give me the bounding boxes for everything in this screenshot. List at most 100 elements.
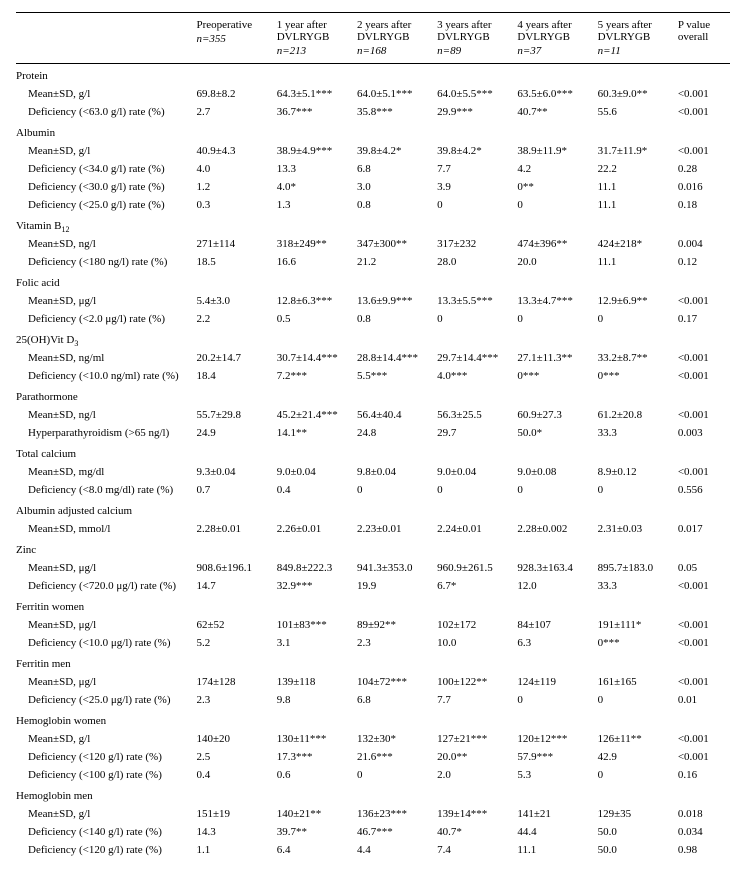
section-title: Folic acid [16, 271, 730, 292]
cell-value: 21.2 [357, 253, 437, 271]
cell-value: 908.6±196.1 [197, 559, 277, 577]
cell-value: 139±118 [277, 673, 357, 691]
cell-value: 0.5 [277, 310, 357, 328]
data-row: Deficiency (<30.0 g/l) rate (%)1.24.0*3.… [16, 178, 730, 196]
cell-pvalue: 0.18 [678, 196, 730, 214]
header-line1: 4 years after [517, 19, 571, 31]
cell-value: 36.7*** [277, 103, 357, 121]
cell-value: 0 [517, 481, 597, 499]
header-line2: DVLRYGB [517, 31, 570, 43]
row-label: Deficiency (<30.0 g/l) rate (%) [16, 178, 197, 196]
data-row: Mean±SD, g/l40.9±4.338.9±4.9***39.8±4.2*… [16, 142, 730, 160]
cell-value: 5.4±3.0 [197, 292, 277, 310]
cell-pvalue: <0.001 [678, 292, 730, 310]
section-row: 25(OH)Vit D3 [16, 328, 730, 349]
cell-value: 4.2 [517, 160, 597, 178]
cell-value: 13.6±9.9*** [357, 292, 437, 310]
header-n: n=89 [437, 45, 513, 57]
cell-value: 89±92** [357, 616, 437, 634]
data-row: Deficiency (<10.0 μg/l) rate (%)5.23.12.… [16, 634, 730, 652]
cell-value: 16.6 [277, 253, 357, 271]
header-line1: 3 years after [437, 19, 491, 31]
cell-value: 22.2 [598, 160, 678, 178]
cell-value: 7.7 [437, 691, 517, 709]
col-header-4yr: 4 years after DVLRYGB n=37 [517, 13, 597, 64]
cell-value: 0*** [598, 634, 678, 652]
row-label: Mean±SD, g/l [16, 142, 197, 160]
cell-value: 20.2±14.7 [197, 349, 277, 367]
cell-value: 174±128 [197, 673, 277, 691]
cell-value: 61.2±20.8 [598, 406, 678, 424]
row-label: Deficiency (<100 g/l) rate (%) [16, 766, 197, 784]
cell-value: 4.0* [277, 178, 357, 196]
cell-value: 11.1 [598, 196, 678, 214]
cell-value: 129±35 [598, 805, 678, 823]
cell-value: 347±300** [357, 235, 437, 253]
cell-value: 136±23*** [357, 805, 437, 823]
table-body: ProteinMean±SD, g/l69.8±8.264.3±5.1***64… [16, 64, 730, 860]
cell-value: 2.24±0.01 [437, 520, 517, 538]
cell-value: 2.26±0.01 [277, 520, 357, 538]
cell-value: 9.3±0.04 [197, 463, 277, 481]
cell-value: 13.3±4.7*** [517, 292, 597, 310]
cell-value: 0 [598, 481, 678, 499]
cell-value: 84±107 [517, 616, 597, 634]
cell-value: 0.8 [357, 310, 437, 328]
data-row: Deficiency (<180 ng/l) rate (%)18.516.62… [16, 253, 730, 271]
header-n: n=168 [357, 45, 433, 57]
cell-value: 20.0** [437, 748, 517, 766]
section-row: Hemoglobin men [16, 784, 730, 805]
cell-value: 895.7±183.0 [598, 559, 678, 577]
cell-value: 6.4 [277, 841, 357, 859]
cell-pvalue: <0.001 [678, 349, 730, 367]
section-row: Parathormone [16, 385, 730, 406]
header-line1: 1 year after [277, 19, 327, 31]
data-row: Mean±SD, g/l151±19140±21**136±23***139±1… [16, 805, 730, 823]
cell-pvalue: 0.12 [678, 253, 730, 271]
cell-value: 0 [357, 481, 437, 499]
cell-value: 0 [437, 481, 517, 499]
cell-value: 0 [437, 196, 517, 214]
section-row: Hemoglobin women [16, 709, 730, 730]
header-n: n=355 [197, 33, 273, 45]
cell-value: 27.1±11.3** [517, 349, 597, 367]
data-row: Mean±SD, μg/l908.6±196.1849.8±222.3941.3… [16, 559, 730, 577]
cell-pvalue: 0.28 [678, 160, 730, 178]
row-label: Deficiency (<10.0 ng/ml) rate (%) [16, 367, 197, 385]
cell-value: 139±14*** [437, 805, 517, 823]
row-label: Mean±SD, ng/l [16, 235, 197, 253]
row-label: Deficiency (<63.0 g/l) rate (%) [16, 103, 197, 121]
cell-value: 55.7±29.8 [197, 406, 277, 424]
data-row: Deficiency (<120 g/l) rate (%)2.517.3***… [16, 748, 730, 766]
section-row: Total calcium [16, 442, 730, 463]
data-row: Deficiency (<34.0 g/l) rate (%)4.013.36.… [16, 160, 730, 178]
cell-value: 56.4±40.4 [357, 406, 437, 424]
data-row: Deficiency (<10.0 ng/ml) rate (%)18.47.2… [16, 367, 730, 385]
cell-value: 6.7* [437, 577, 517, 595]
cell-value: 39.8±4.2* [437, 142, 517, 160]
col-header-2yr: 2 years after DVLRYGB n=168 [357, 13, 437, 64]
cell-value: 100±122** [437, 673, 517, 691]
cell-pvalue: <0.001 [678, 142, 730, 160]
data-row: Mean±SD, ng/ml20.2±14.730.7±14.4***28.8±… [16, 349, 730, 367]
cell-pvalue: <0.001 [678, 673, 730, 691]
cell-value: 2.31±0.03 [598, 520, 678, 538]
cell-value: 60.3±9.0** [598, 85, 678, 103]
cell-value: 127±21*** [437, 730, 517, 748]
header-line2: overall [678, 31, 709, 43]
cell-value: 104±72*** [357, 673, 437, 691]
cell-value: 0.3 [197, 196, 277, 214]
section-title: Zinc [16, 538, 730, 559]
cell-value: 0 [517, 691, 597, 709]
cell-value: 33.2±8.7** [598, 349, 678, 367]
cell-value: 64.3±5.1*** [277, 85, 357, 103]
cell-value: 33.3 [598, 577, 678, 595]
cell-value: 8.9±0.12 [598, 463, 678, 481]
cell-value: 9.0±0.08 [517, 463, 597, 481]
header-line1: Preoperative [197, 19, 253, 31]
section-title: Albumin [16, 121, 730, 142]
cell-value: 4.4 [357, 841, 437, 859]
cell-value: 50.0 [598, 841, 678, 859]
row-label: Deficiency (<34.0 g/l) rate (%) [16, 160, 197, 178]
row-label: Deficiency (<8.0 mg/dl) rate (%) [16, 481, 197, 499]
